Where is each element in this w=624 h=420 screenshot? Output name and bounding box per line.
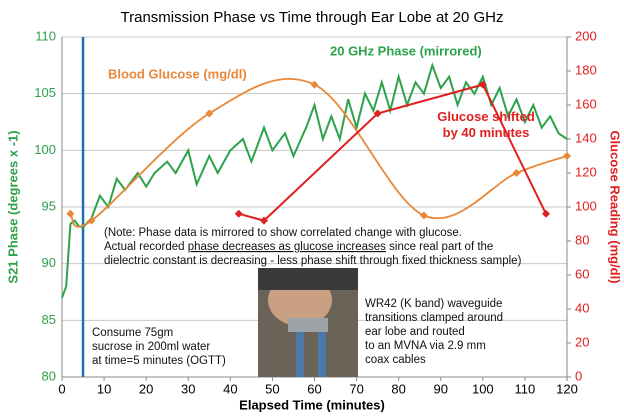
x-tick-label: 110 [515,381,536,396]
y2-tick-label: 200 [575,28,597,43]
x-tick-label: 10 [97,381,111,396]
event-caption: Consume 75gm [92,327,173,339]
y2-tick-label: 80 [575,232,589,247]
event-caption: at time=5 minutes (OGTT) [92,355,226,367]
photo-caption: coax cables [365,354,426,366]
y2-tick-label: 20 [575,334,589,349]
note-part: phase decreases as glucose increases [188,241,386,253]
y-tick-label: 80 [42,368,56,383]
photo-hair [258,268,358,290]
photo-caption: to an MVNA via 2.9 mm [365,340,486,352]
point [311,81,319,89]
x-axis-title: Elapsed Time (minutes) [239,397,385,412]
y-tick-label: 110 [35,28,56,43]
y-axis-title: S21 Phase (degrees x -1) [5,130,20,283]
chart: Transmission Phase vs Time through Ear L… [0,0,624,415]
point [66,210,74,218]
photo-waveguide [288,318,328,332]
photo-caption: WR42 (K band) waveguide [365,298,502,310]
legend-label: Blood Glucose (mg/dl) [108,66,247,81]
y-tick-label: 90 [42,255,56,270]
photo-caption: ear lobe and routed [365,326,465,338]
x-tick-label: 30 [181,381,195,396]
y2-tick-label: 160 [575,96,597,111]
y2-axis-title: Glucose Reading (mg/dl) [608,130,623,283]
chart-title: Transmission Phase vs Time through Ear L… [121,9,504,26]
y2-tick-label: 40 [575,300,589,315]
photo-cable [318,332,326,377]
x-tick-label: 120 [556,381,578,396]
x-tick-label: 70 [349,381,363,396]
point [513,169,521,177]
event-caption: sucrose in 200ml water [92,341,210,353]
y2-tick-label: 120 [575,164,597,179]
y-tick-label: 95 [42,198,56,213]
note-part: Actual recorded [104,241,188,253]
photo-cable [296,332,304,377]
y-tick-label: 105 [34,85,56,100]
point [563,152,571,160]
x-tick-label: 100 [472,381,494,396]
y2-tick-label: 100 [575,198,597,213]
x-tick-label: 50 [265,381,279,396]
photo [258,268,358,377]
y-tick-label: 85 [42,312,56,327]
note: Actual recorded phase decreases as gluco… [104,241,493,253]
y-tick-label: 100 [34,142,56,157]
x-tick-label: 80 [391,381,405,396]
photo-caption: transitions clamped around [365,312,503,324]
x-tick-label: 0 [58,381,65,396]
x-tick-label: 90 [434,381,448,396]
legend-label: 20 GHz Phase (mirrored) [330,43,482,58]
note: (Note: Phase data is mirrored to show co… [104,227,462,239]
x-tick-label: 40 [223,381,237,396]
note-part: since real part of the [386,241,493,253]
x-tick-label: 20 [139,381,153,396]
point [420,212,428,220]
y2-tick-label: 60 [575,266,589,281]
point [542,210,550,218]
point [235,210,243,218]
note: dielectric constant is decreasing - less… [104,255,522,267]
y2-tick-label: 140 [575,130,597,145]
x-tick-label: 60 [307,381,321,396]
y2-tick-label: 180 [575,62,597,77]
